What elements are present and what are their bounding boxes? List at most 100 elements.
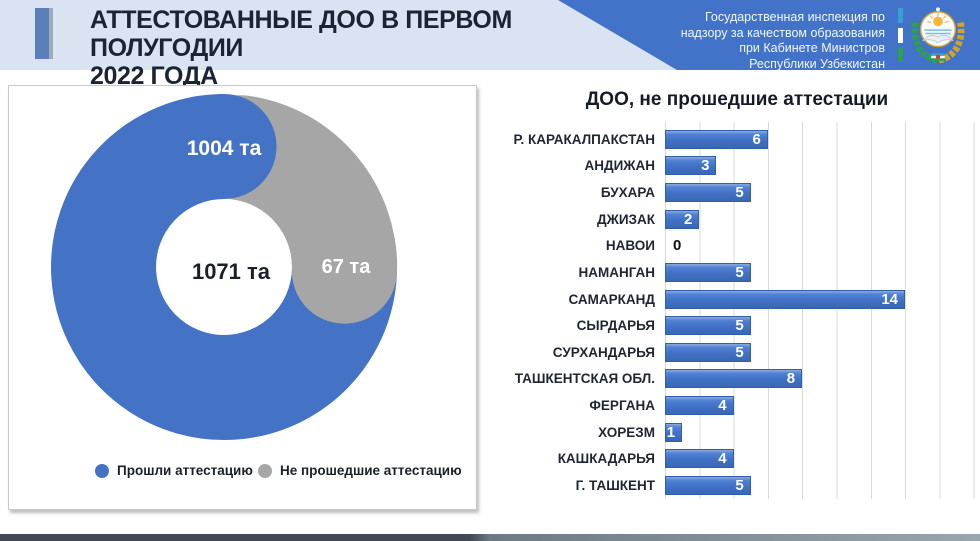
donut-segment-passed	[51, 94, 397, 440]
bar-category-label: ТАШКЕНТСКАЯ ОБЛ.	[514, 371, 655, 387]
title-accent-bar	[35, 8, 53, 59]
bar-track: 3	[665, 156, 977, 176]
donut-chart	[51, 94, 397, 440]
bar-chart-row: Р. КАРАКАЛПАКСТАН 6	[497, 126, 977, 153]
bar-value-label: 14	[881, 290, 898, 308]
donut-legend: Прошли аттестацию Не прошедшие аттестаци…	[9, 463, 478, 483]
bar-chart-row: БУХАРА 5	[497, 179, 977, 206]
bar-value-label: 1	[666, 423, 676, 441]
bar: 5	[665, 183, 751, 203]
bar-track: 5	[665, 183, 977, 203]
bar-value-label: 8	[786, 370, 796, 388]
donut-passed-value-label: 1004 та	[186, 137, 262, 160]
bar-chart-row: ФЕРГАНА 4	[497, 392, 977, 419]
bar-category-label: БУХАРА	[600, 185, 655, 201]
bar-category-label: Г. ТАШКЕНТ	[575, 477, 655, 493]
agency-line: при Кабинете Министров	[739, 41, 885, 55]
bar-track: 4	[665, 449, 977, 469]
bar-chart-plot: Р. КАРАКАЛПАКСТАН 6 АНДИЖАН 3 БУХАРА 5 Д…	[497, 122, 977, 499]
bar: 1	[665, 422, 683, 442]
bar: 5	[665, 262, 751, 282]
bar-chart-row: КАШКАДАРЬЯ 4	[497, 446, 977, 473]
agency-name: Государственная инспекция по надзору за …	[605, 10, 885, 72]
bar-chart-row: АНДИЖАН 3	[497, 153, 977, 180]
bar-category-label: ХОРЕЗМ	[598, 424, 655, 440]
agency-line: Государственная инспекция по	[704, 10, 885, 24]
bar-category-label: САМАРКАНД	[568, 291, 655, 307]
legend-label-passed: Прошли аттестацию	[117, 463, 253, 478]
bar-chart-panel: ДОО, не прошедшие аттестации Р. КАРАКАЛП…	[497, 88, 977, 499]
uzbekistan-state-emblem-icon	[911, 7, 965, 63]
bar-track: 5	[665, 342, 977, 362]
bar-chart-row: СУРХАНДАРЬЯ 5	[497, 339, 977, 366]
bar: 4	[665, 449, 734, 469]
page-title-line1: АТТЕСТОВАННЫЕ ДОО В ПЕРВОМ ПОЛУГОДИИ	[90, 6, 512, 62]
bar-chart-rows: Р. КАРАКАЛПАКСТАН 6 АНДИЖАН 3 БУХАРА 5 Д…	[497, 126, 977, 499]
bar-value-label: 5	[735, 476, 744, 494]
bar-chart-title: ДОО, не прошедшие аттестации	[585, 89, 889, 110]
bar: 5	[665, 475, 751, 495]
bar-value-label: 5	[735, 263, 744, 281]
bar-value-label: 4	[718, 450, 727, 468]
bar-value-label: 6	[752, 130, 761, 148]
bar-chart-row: НАМАНГАН 5	[497, 259, 977, 286]
uzbekistan-flag-strip-icon	[898, 8, 903, 62]
bar-value-label: 3	[701, 157, 710, 175]
header: АТТЕСТОВАННЫЕ ДОО В ПЕРВОМ ПОЛУГОДИИ 202…	[0, 0, 980, 90]
bar: 5	[665, 316, 751, 336]
bar-category-label: КАШКАДАРЬЯ	[557, 451, 655, 467]
bar-track: 2	[665, 209, 977, 229]
bar-track: 5	[665, 475, 977, 495]
bar-track: 1	[665, 422, 977, 442]
donut-segment-passed-cap	[171, 94, 277, 199]
legend-item-failed: Не прошедшие аттестацию	[258, 463, 462, 478]
bar-chart-row: ХОРЕЗМ 1	[497, 419, 977, 446]
bar-chart-row: Г. ТАШКЕНТ 5	[497, 472, 977, 499]
header-title-block	[0, 0, 690, 70]
bar-track: 4	[665, 396, 977, 416]
bar-chart-row: СЫРДАРЬЯ 5	[497, 312, 977, 339]
bar-category-label: СУРХАНДАРЬЯ	[552, 344, 655, 360]
bar-category-label: ФЕРГАНА	[589, 398, 655, 414]
bar-value-label: 5	[735, 184, 744, 202]
flag-segment-white	[898, 27, 903, 43]
bar-chart-row: ТАШКЕНТСКАЯ ОБЛ. 8	[497, 366, 977, 393]
donut-chart-card: 1004 та 67 та 1071 та Прошли аттестацию …	[8, 85, 477, 510]
bar: 5	[665, 342, 751, 362]
bar-track: 6	[665, 129, 977, 149]
bar: 3	[665, 156, 717, 176]
bar: 2	[665, 209, 700, 229]
bar-zero-value-label: 0	[673, 237, 682, 255]
bar-chart-row: ДЖИЗАК 2	[497, 206, 977, 233]
bar: 8	[665, 369, 803, 389]
bar-category-label: НАВОИ	[605, 238, 655, 254]
bar: 4	[665, 396, 734, 416]
bar-value-label: 2	[683, 210, 693, 228]
bar-category-label: СЫРДАРЬЯ	[576, 318, 655, 334]
bar-track: 8	[665, 369, 977, 389]
donut-total-label: 1071 та	[191, 259, 271, 284]
donut-failed-value-label: 67 та	[321, 256, 371, 278]
bar-track: 5	[665, 316, 977, 336]
bar-category-label: ДЖИЗАК	[597, 211, 655, 227]
flag-segment-green	[898, 47, 903, 62]
emblem-ribbon	[931, 53, 945, 61]
bar-track: 5	[665, 262, 977, 282]
flag-segment-blue	[898, 8, 903, 23]
legend-label-failed: Не прошедшие аттестацию	[280, 463, 462, 478]
legend-swatch-failed	[258, 463, 272, 478]
agency-line: надзору за качеством образования	[680, 25, 885, 40]
bar-track: 0	[665, 236, 977, 255]
bar-chart-row: САМАРКАНД 14	[497, 286, 977, 313]
bar-value-label: 4	[718, 397, 727, 415]
footer-strip	[0, 534, 980, 541]
legend-swatch-passed	[95, 463, 109, 478]
bar-category-label: НАМАНГАН	[578, 264, 655, 280]
bar-category-label: АНДИЖАН	[584, 158, 655, 174]
agency-line: Республики Узбекистан	[749, 56, 885, 71]
bar-track: 14	[665, 289, 977, 309]
bar: 14	[665, 289, 905, 309]
legend-item-passed: Прошли аттестацию	[95, 463, 253, 478]
bar-category-label: Р. КАРАКАЛПАКСТАН	[513, 131, 656, 147]
